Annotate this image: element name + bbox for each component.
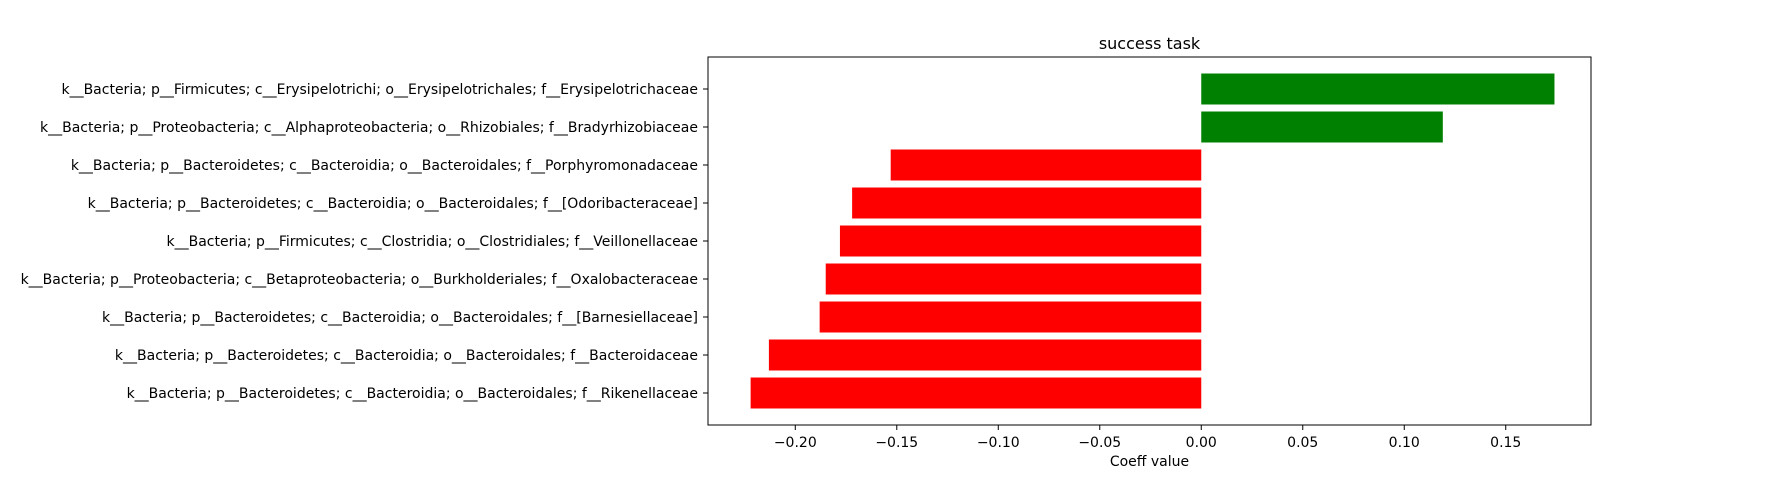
bar-4 bbox=[839, 225, 1202, 257]
chart-title: success task bbox=[1099, 34, 1201, 53]
category-label-4: k__Bacteria; p__Firmicutes; c__Clostridi… bbox=[166, 234, 698, 250]
category-label-3: k__Bacteria; p__Bacteroidetes; c__Bacter… bbox=[88, 196, 698, 212]
category-label-0: k__Bacteria; p__Firmicutes; c__Erysipelo… bbox=[61, 82, 698, 98]
category-label-5: k__Bacteria; p__Proteobacteria; c__Betap… bbox=[21, 272, 698, 288]
category-label-8: k__Bacteria; p__Bacteroidetes; c__Bacter… bbox=[127, 386, 698, 402]
x-tick-label-4: 0.00 bbox=[1186, 435, 1217, 451]
x-tick-label-3: −0.05 bbox=[1078, 435, 1121, 451]
x-tick-label-6: 0.10 bbox=[1389, 435, 1420, 451]
x-axis-label: Coeff value bbox=[1110, 454, 1189, 470]
x-tick-label-2: −0.10 bbox=[977, 435, 1020, 451]
bar-6 bbox=[819, 301, 1202, 333]
bar-8 bbox=[750, 377, 1202, 409]
ticks-layer bbox=[703, 88, 1507, 430]
labels-layer: k__Bacteria; p__Firmicutes; c__Erysipelo… bbox=[21, 82, 1522, 451]
category-label-7: k__Bacteria; p__Bacteroidetes; c__Bacter… bbox=[115, 348, 698, 364]
bar-0 bbox=[1201, 73, 1555, 105]
x-tick-label-7: 0.15 bbox=[1490, 435, 1521, 451]
bar-3 bbox=[852, 187, 1202, 219]
category-label-6: k__Bacteria; p__Bacteroidetes; c__Bacter… bbox=[102, 310, 698, 326]
category-label-1: k__Bacteria; p__Proteobacteria; c__Alpha… bbox=[40, 120, 698, 136]
bar-7 bbox=[768, 339, 1202, 371]
x-tick-label-5: 0.05 bbox=[1287, 435, 1318, 451]
x-tick-label-1: −0.15 bbox=[875, 435, 918, 451]
x-tick-label-0: −0.20 bbox=[774, 435, 817, 451]
bar-2 bbox=[890, 149, 1202, 181]
bar-1 bbox=[1201, 111, 1443, 143]
bars-layer bbox=[750, 73, 1555, 409]
bar-5 bbox=[825, 263, 1202, 295]
category-label-2: k__Bacteria; p__Bacteroidetes; c__Bacter… bbox=[71, 158, 698, 174]
